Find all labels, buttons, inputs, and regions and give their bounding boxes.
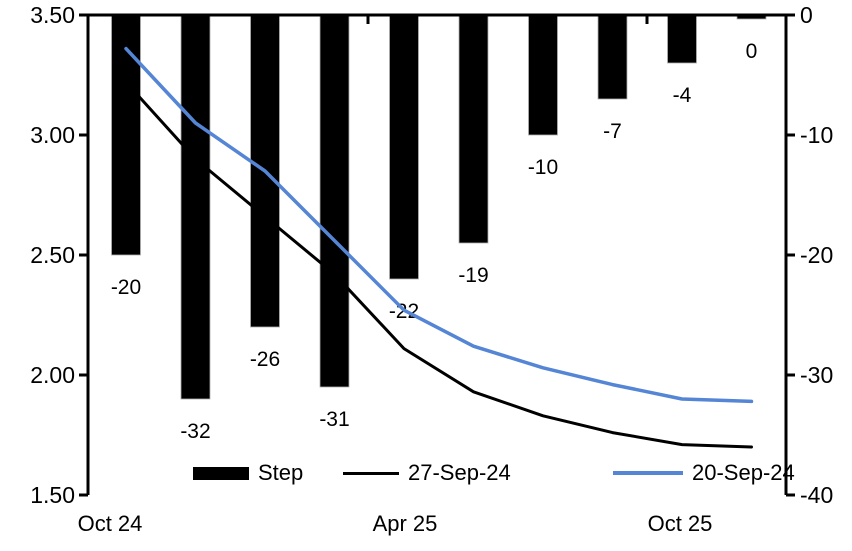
bar-label: -20 [111, 276, 141, 299]
bar-label: -10 [528, 156, 558, 179]
bar [597, 14, 628, 100]
line-swatch-27-sep-24 [343, 471, 399, 475]
legend-label-step: Step [258, 460, 304, 485]
bar [111, 14, 141, 256]
line-swatch-20-sep-24 [613, 471, 683, 475]
left-axis-tick-label: 2.50 [30, 242, 75, 268]
legend-label-20-sep-24: 20-Sep-24 [692, 460, 795, 485]
right-axis-tick-label: -10 [800, 122, 833, 148]
x-axis-label: Oct 25 [648, 511, 713, 536]
bar [389, 14, 419, 280]
bar-label: -31 [319, 408, 349, 431]
bar [528, 14, 558, 136]
bar-label: -26 [250, 348, 280, 371]
step-swatch [193, 466, 249, 480]
left-axis-tick-label: 2.00 [30, 362, 75, 388]
series-line-20-sep-24 [124, 46, 754, 404]
x-axis-label: Oct 24 [78, 511, 143, 536]
legend-item-20-sep-24: 20-Sep-24 [613, 458, 795, 488]
series-line-27-sep-24 [124, 80, 753, 449]
bar-label: -32 [180, 420, 210, 443]
bar-label: 0 [746, 40, 758, 63]
right-axis-tick-label: -30 [800, 362, 833, 388]
legend-label-27-sep-24: 27-Sep-24 [408, 460, 511, 485]
bar [667, 14, 697, 64]
legend: Step 27-Sep-24 20-Sep-24 [0, 458, 852, 492]
left-axis-tick-label: 3.50 [30, 2, 75, 28]
legend-item-27-sep-24: 27-Sep-24 [343, 458, 511, 488]
right-axis-tick-label: -20 [800, 242, 833, 268]
bar [319, 14, 350, 388]
bar-label: -7 [603, 120, 622, 143]
legend-item-step: Step [193, 458, 303, 488]
left-axis-tick-label: 1.50 [30, 482, 75, 508]
x-axis-label: Apr 25 [373, 511, 438, 536]
right-axis-tick-label: 0 [800, 2, 813, 28]
bar [458, 14, 489, 244]
right-axis-tick-label: -40 [800, 482, 833, 508]
bar-label: -19 [458, 264, 488, 287]
bar [180, 14, 211, 400]
bar-label: -4 [673, 84, 692, 107]
left-axis-tick-label: 3.00 [30, 122, 75, 148]
